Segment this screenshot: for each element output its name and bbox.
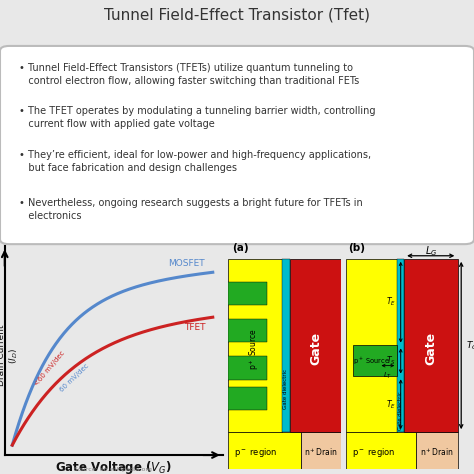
Bar [346,259,397,432]
Bar [397,259,404,432]
Bar [301,432,341,469]
Bar [353,346,397,376]
Bar [228,319,267,342]
Text: Gate dielectric: Gate dielectric [283,369,288,409]
Text: Tunnel Field-Effect Transistor (Tfet): Tunnel Field-Effect Transistor (Tfet) [104,7,370,22]
Bar [416,432,458,469]
Text: • The TFET operates by modulating a tunneling barrier width, controlling
   curr: • The TFET operates by modulating a tunn… [19,106,375,129]
Bar [228,387,267,410]
Text: Gate: Gate [309,332,322,365]
Text: Gate dielectric: Gate dielectric [398,391,403,430]
Bar [282,259,290,432]
FancyBboxPatch shape [0,46,474,244]
Text: Log Scale
Drain Current
($I_D$): Log Scale Drain Current ($I_D$) [0,325,20,386]
Bar [228,356,267,380]
Text: Source: en.wikipedia.org: Source: en.wikipedia.org [73,467,152,473]
Text: $L_T$: $L_T$ [383,371,392,381]
Text: • Nevertheless, ongoing research suggests a bright future for TFETs in
   electr: • Nevertheless, ongoing research suggest… [19,198,363,221]
Text: $T_G$: $T_G$ [466,339,474,352]
Text: TFET: TFET [184,323,205,332]
Text: • They’re efficient, ideal for low-power and high-frequency applications,
   but: • They’re efficient, ideal for low-power… [19,150,371,173]
X-axis label: Gate Voltage ($V_G$): Gate Voltage ($V_G$) [55,459,172,474]
Bar [290,259,341,432]
Text: 60 mV/dec: 60 mV/dec [59,363,91,393]
Text: n$^+$Drain: n$^+$Drain [420,447,454,458]
Text: p$^+$ Source: p$^+$ Source [248,328,261,370]
Bar [346,432,416,469]
Text: • Tunnel Field-Effect Transistors (TFETs) utilize quantum tunneling to
   contro: • Tunnel Field-Effect Transistors (TFETs… [19,63,359,86]
Text: p$^+$ Source: p$^+$ Source [353,356,390,366]
Bar [404,259,458,432]
Text: <60 mV/dec: <60 mV/dec [34,349,66,387]
Text: n$^+$Drain: n$^+$Drain [304,447,338,458]
Text: MOSFET: MOSFET [169,259,205,268]
Text: p$^-$ region: p$^-$ region [234,446,278,459]
Text: $T_E$: $T_E$ [386,398,396,410]
Bar [228,432,301,469]
Text: $L_G$: $L_G$ [425,244,437,258]
Text: $T_E$: $T_E$ [386,296,396,309]
Text: (a): (a) [232,243,248,253]
Bar [228,259,282,432]
Text: Gate: Gate [424,332,438,365]
Bar [228,282,267,305]
Text: $T_S$: $T_S$ [386,355,396,367]
Text: p$^-$ region: p$^-$ region [352,446,396,459]
Text: (b): (b) [348,243,365,253]
